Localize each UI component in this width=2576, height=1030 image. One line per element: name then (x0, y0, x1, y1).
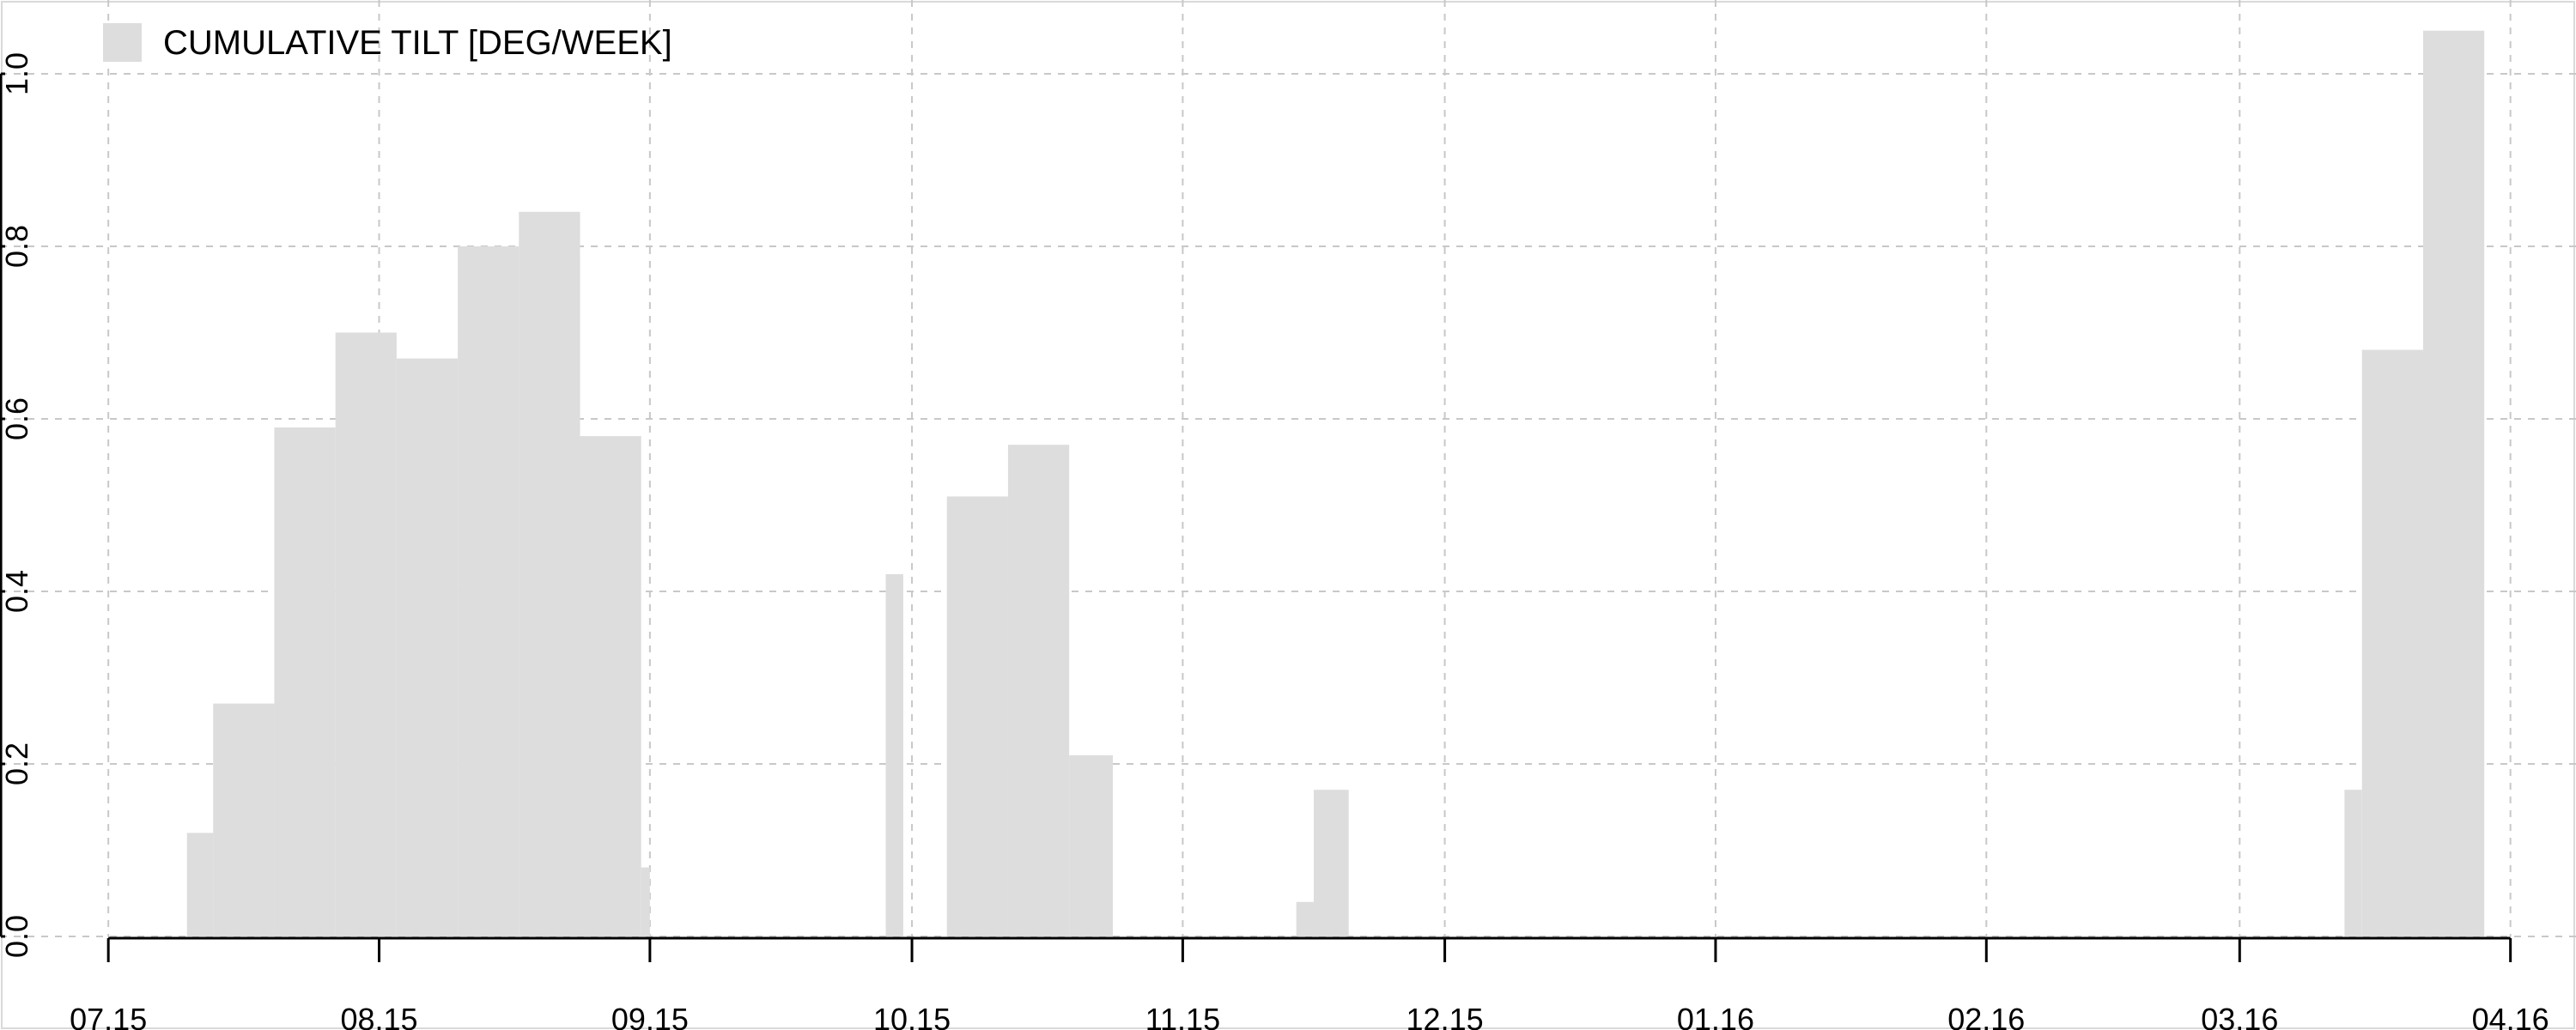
x-tick-label: 10.15 (873, 1002, 951, 1030)
bar (2422, 30, 2485, 936)
bar (2344, 790, 2362, 936)
y-tick-label: 0.4 (0, 570, 34, 613)
y-tick-label: 1.0 (0, 52, 34, 95)
axes: 07.15 08.15 09.15 10.15 11.15 12.15 01.16 02.16… (0, 52, 2549, 1030)
legend: CUMULATIVE TILT [DEG/WEEK] (103, 23, 672, 62)
x-tick-label: 12.15 (1406, 1002, 1484, 1030)
bar (1314, 790, 1349, 936)
bars (186, 30, 2485, 937)
x-tick-label: 11.15 (1145, 1002, 1220, 1030)
y-tick-label: 0.2 (0, 742, 34, 785)
bar (213, 703, 275, 936)
x-tick-label: 03.16 (2201, 1002, 2278, 1030)
bar (2361, 349, 2423, 937)
bar (580, 436, 641, 937)
x-tick-label: 02.16 (1947, 1002, 2025, 1030)
x-tick-label: 08.15 (340, 1002, 417, 1030)
bar (519, 211, 580, 937)
bar (186, 833, 214, 936)
bar (396, 358, 459, 936)
x-tick-label: 01.16 (1677, 1002, 1754, 1030)
legend-label: CUMULATIVE TILT [DEG/WEEK] (163, 24, 672, 62)
x-tick-label: 09.15 (611, 1002, 689, 1030)
y-tick-label: 0.0 (0, 915, 34, 958)
bar (885, 573, 903, 936)
bar (335, 332, 397, 936)
bar (641, 867, 650, 936)
bar (274, 427, 336, 936)
bar (1296, 901, 1314, 936)
y-tick-label: 0.8 (0, 225, 34, 268)
x-tick-label: 04.16 (2472, 1002, 2549, 1030)
bar (458, 246, 519, 936)
legend-swatch (103, 23, 142, 62)
bar (946, 496, 1008, 936)
x-tick-label: 07.15 (70, 1002, 147, 1030)
bar (1007, 445, 1070, 936)
bar (1069, 754, 1114, 936)
y-tick-label: 0.6 (0, 397, 34, 440)
